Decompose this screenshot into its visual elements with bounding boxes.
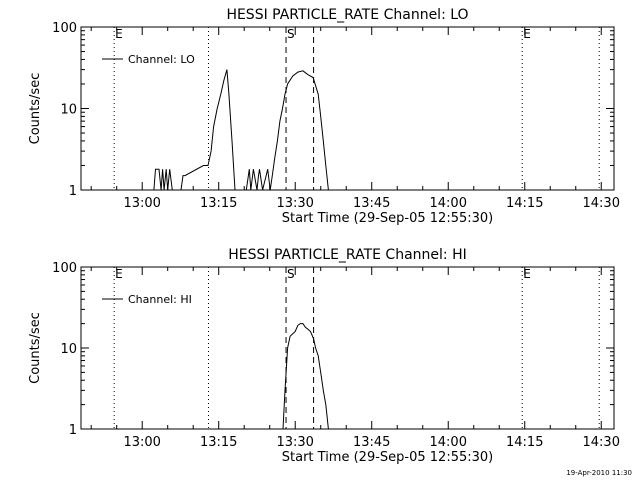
- data-line: [153, 69, 329, 191]
- data-line: [282, 323, 329, 430]
- y-axis-label: Counts/sec: [28, 73, 43, 145]
- marker-label-s: S: [287, 267, 295, 281]
- y-tick-label: 100: [52, 261, 77, 276]
- chart-title: HESSI PARTICLE_RATE Channel: LO: [226, 7, 468, 23]
- legend-label: Channel: HI: [128, 293, 192, 306]
- x-tick-label: 13:00: [123, 196, 160, 211]
- plot-frame: [80, 26, 615, 191]
- x-tick-label: 14:15: [506, 196, 543, 211]
- y-tick-label: 10: [60, 103, 77, 118]
- x-tick-label: 14:00: [430, 196, 467, 211]
- x-tick-label: 14:00: [430, 435, 467, 450]
- y-axis-label: Counts/sec: [28, 312, 43, 384]
- x-tick-label: 13:30: [276, 196, 313, 211]
- y-tick-label: 100: [52, 21, 77, 36]
- y-tick-label: 10: [60, 342, 77, 357]
- x-tick-label: 13:15: [200, 196, 237, 211]
- x-axis-label: Start Time (29-Sep-05 12:55:30): [282, 211, 493, 226]
- x-tick-label: 14:30: [583, 435, 620, 450]
- y-tick-label: 1: [69, 423, 77, 438]
- x-tick-label: 13:45: [353, 196, 390, 211]
- x-tick-label: 13:00: [123, 435, 160, 450]
- x-tick-label: 14:30: [583, 196, 620, 211]
- footer-date: 19-Apr-2010 11:30: [566, 469, 632, 477]
- legend-label: Channel: LO: [128, 53, 195, 66]
- marker-label-e: E: [115, 267, 123, 281]
- x-axis-label: Start Time (29-Sep-05 12:55:30): [282, 450, 493, 465]
- marker-label-e: E: [523, 27, 531, 41]
- x-tick-label: 13:15: [200, 435, 237, 450]
- y-tick-label: 1: [69, 184, 77, 199]
- plot-frame: [80, 266, 615, 430]
- chart-title: HESSI PARTICLE_RATE Channel: HI: [228, 247, 466, 263]
- marker-label-e: E: [523, 267, 531, 281]
- x-tick-label: 14:15: [506, 435, 543, 450]
- x-tick-label: 13:30: [276, 435, 313, 450]
- marker-label-s: S: [287, 27, 295, 41]
- marker-label-e: E: [115, 27, 123, 41]
- x-tick-label: 13:45: [353, 435, 390, 450]
